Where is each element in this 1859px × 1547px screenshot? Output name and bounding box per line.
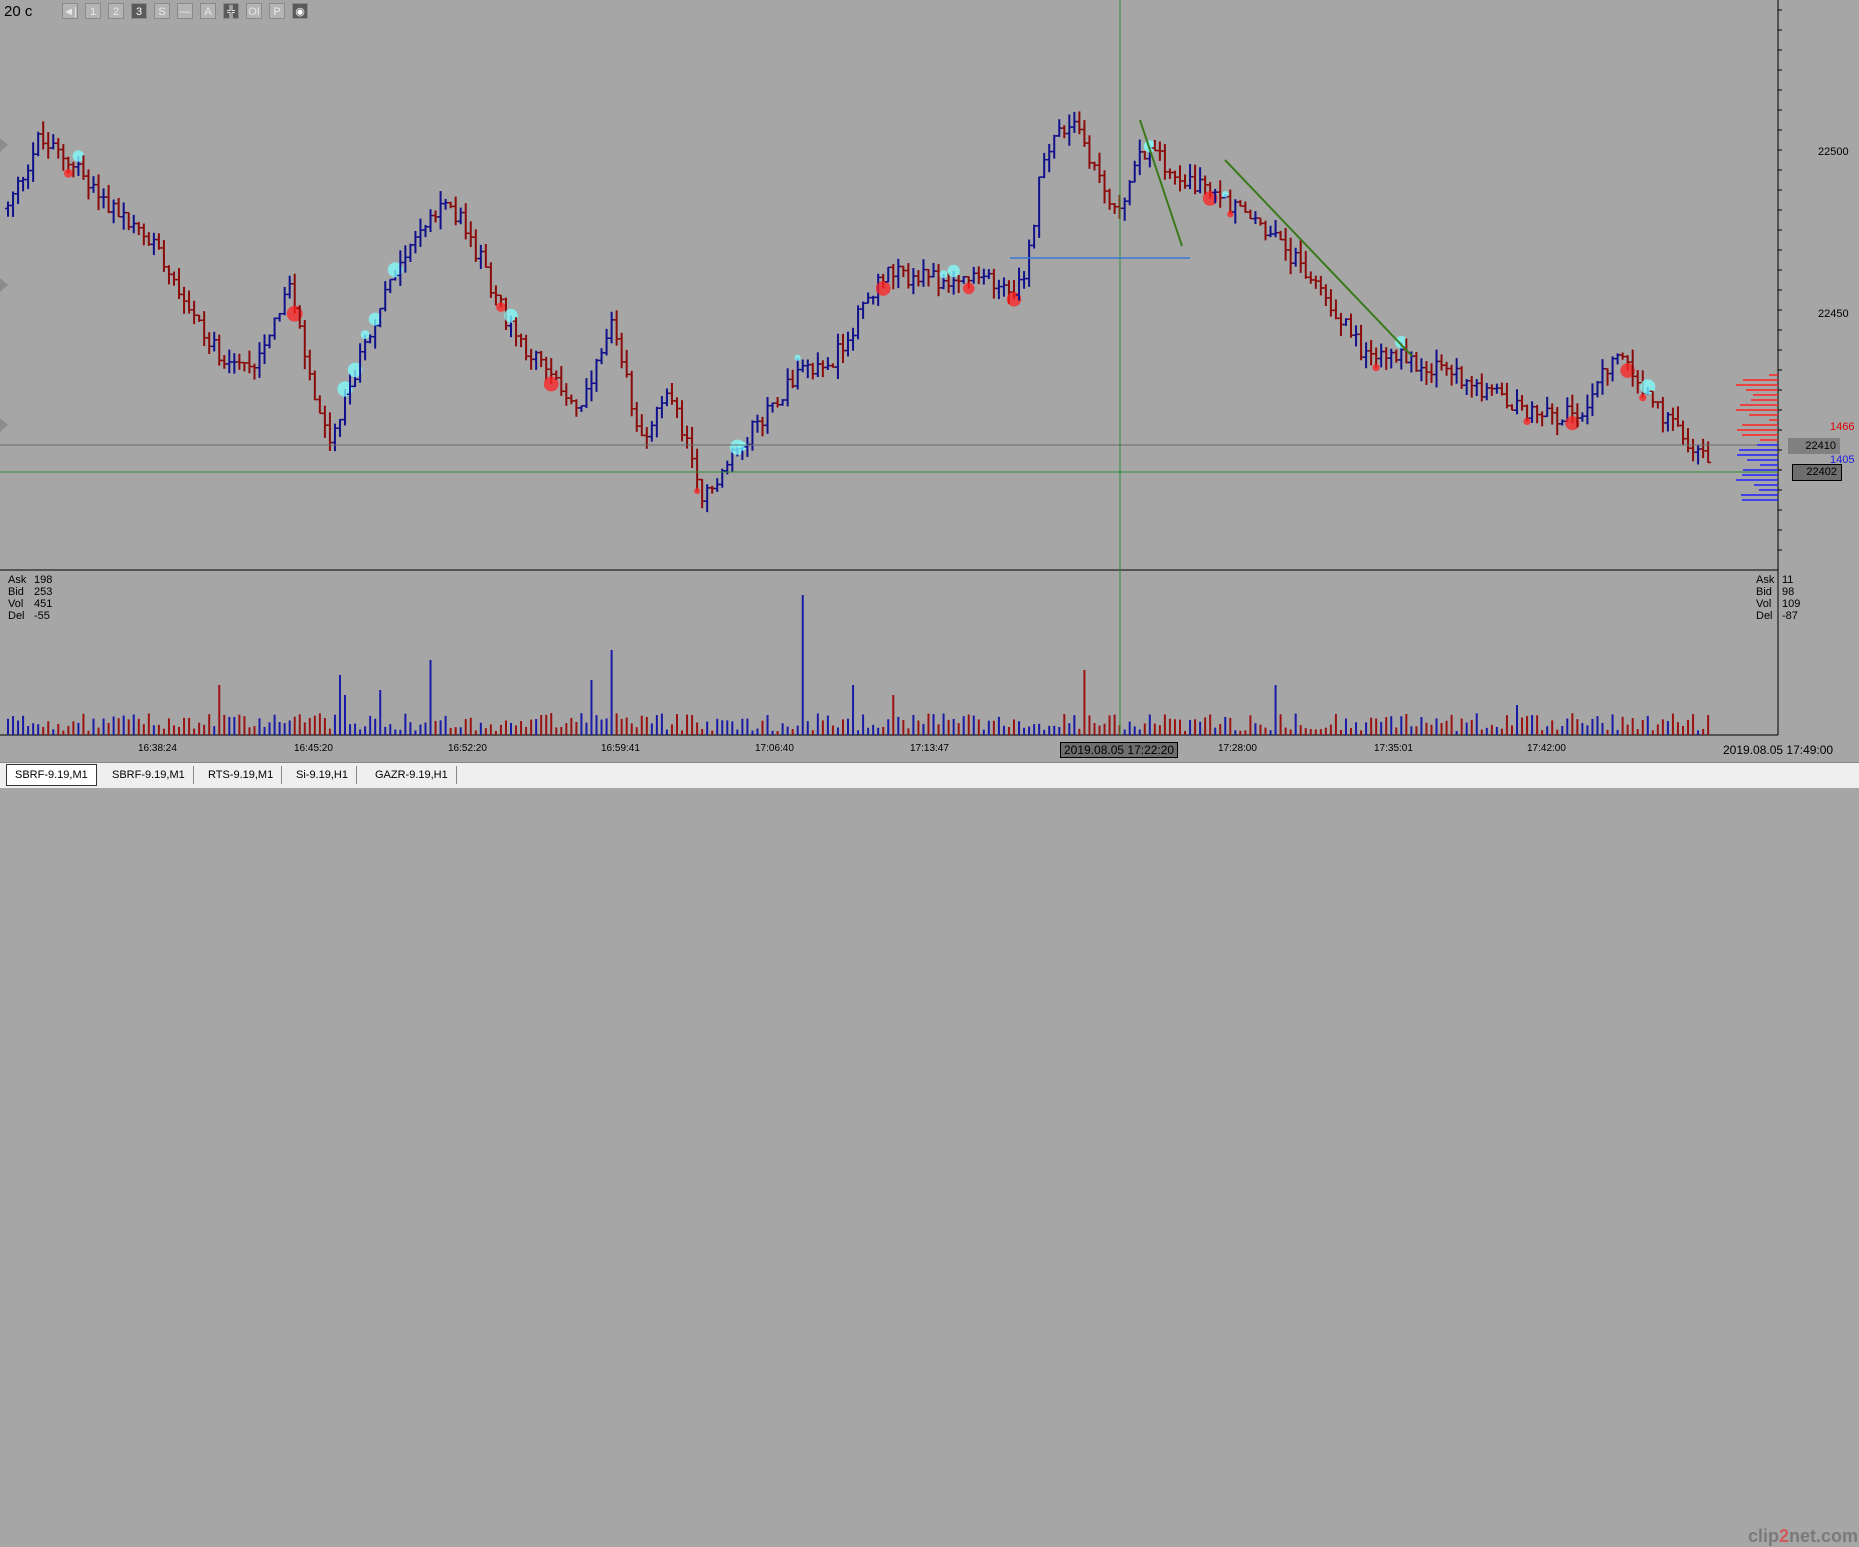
trade-marker bbox=[1565, 416, 1580, 431]
trade-marker bbox=[1222, 190, 1229, 198]
symbol-tab-4[interactable]: GAZR-9.19,H1 bbox=[367, 766, 457, 784]
timeframe-label: 20 c bbox=[4, 3, 33, 20]
time-tick: 17:42:00 bbox=[1527, 743, 1566, 754]
time-tick: 16:45:20 bbox=[294, 743, 333, 754]
toolbar-button-10[interactable]: ◉ bbox=[292, 3, 308, 19]
trade-marker bbox=[337, 381, 353, 397]
trade-marker bbox=[1620, 363, 1635, 378]
last-time-label: 2019.08.05 17:49:00 bbox=[1723, 743, 1834, 757]
trade-marker bbox=[63, 168, 73, 178]
trend-line bbox=[1139, 119, 1183, 247]
toolbar-button-5[interactable]: — bbox=[177, 3, 193, 19]
level-marker bbox=[0, 418, 8, 432]
trade-marker bbox=[1372, 363, 1380, 372]
time-tick: 17:13:47 bbox=[910, 743, 949, 754]
price-axis-bg bbox=[1779, 0, 1859, 762]
trade-marker bbox=[1202, 191, 1218, 206]
chart-canvas[interactable] bbox=[0, 0, 1859, 787]
time-tick: 16:38:24 bbox=[138, 743, 177, 754]
stats-panel-right: Ask 11 Bid 98 Vol 109 Del -87 bbox=[1756, 574, 1801, 622]
symbol-tab-0[interactable]: SBRF-9.19,M1 bbox=[6, 764, 97, 786]
toolbar-button-2[interactable]: 2 bbox=[108, 3, 124, 19]
trade-marker bbox=[1639, 393, 1647, 402]
price-tick-22450: 22450 bbox=[1818, 308, 1849, 320]
level-marker bbox=[0, 138, 8, 152]
toolbar-button-6[interactable]: A bbox=[200, 3, 216, 19]
trade-marker bbox=[1395, 336, 1408, 349]
time-tick: 17:35:01 bbox=[1374, 743, 1413, 754]
cursor-time-badge: 2019.08.05 17:22:20 bbox=[1060, 742, 1179, 758]
trade-marker bbox=[368, 312, 382, 326]
trade-marker bbox=[360, 330, 370, 340]
time-tick: 16:52:20 bbox=[448, 743, 487, 754]
toolbar-button-9[interactable]: P bbox=[269, 3, 285, 19]
trade-marker bbox=[962, 282, 975, 295]
stats-panel-left: Ask 198 Bid 253 Vol 451 Del -55 bbox=[8, 574, 53, 622]
trade-marker bbox=[794, 354, 801, 361]
trade-marker bbox=[543, 376, 559, 392]
toolbar-button-3[interactable]: 3 bbox=[131, 3, 147, 19]
ask-volume-label: 1466 bbox=[1830, 421, 1855, 433]
trade-marker bbox=[694, 488, 701, 495]
toolbar-button-4[interactable]: S bbox=[154, 3, 170, 19]
trade-marker bbox=[875, 281, 891, 296]
toolbar-button-0[interactable]: ◄| bbox=[62, 3, 78, 19]
symbol-tab-3[interactable]: Si-9.19,H1 bbox=[288, 766, 357, 784]
level-marker bbox=[0, 278, 8, 292]
price-tick-22500: 22500 bbox=[1818, 146, 1849, 158]
trade-marker bbox=[496, 302, 506, 312]
current-price-badge: 22410 bbox=[1788, 438, 1840, 454]
trade-marker bbox=[947, 264, 960, 278]
cursor-price-badge: 22402 bbox=[1792, 464, 1842, 481]
trade-marker bbox=[1227, 211, 1234, 218]
clip2net-logo: clip2net.com bbox=[1748, 1526, 1859, 1546]
trade-marker bbox=[347, 362, 363, 378]
symbol-tab-1[interactable]: SBRF-9.19,M1 bbox=[104, 766, 194, 784]
symbol-tab-bar: SBRF-9.19,M1 SBRF-9.19,M1 RTS-9.19,M1 Si-9.… bbox=[0, 762, 1859, 1546]
trade-marker bbox=[737, 441, 747, 451]
trend-line bbox=[1224, 159, 1413, 357]
time-tick: 16:59:41 bbox=[601, 743, 640, 754]
trade-marker bbox=[1523, 417, 1531, 426]
trade-marker bbox=[387, 262, 403, 278]
symbol-tab-2[interactable]: RTS-9.19,M1 bbox=[200, 766, 283, 784]
time-tick: 17:28:00 bbox=[1218, 743, 1257, 754]
toolbar-button-7[interactable]: ╬ bbox=[223, 3, 239, 19]
bid-volume-label: 1405 bbox=[1830, 454, 1855, 466]
trade-marker bbox=[504, 308, 518, 323]
time-tick: 17:06:40 bbox=[755, 743, 794, 754]
toolbar-button-8[interactable]: OI bbox=[246, 3, 262, 19]
toolbar-button-1[interactable]: 1 bbox=[85, 3, 101, 19]
trade-marker bbox=[286, 305, 303, 322]
trade-marker bbox=[72, 150, 85, 162]
trade-marker bbox=[939, 270, 948, 279]
